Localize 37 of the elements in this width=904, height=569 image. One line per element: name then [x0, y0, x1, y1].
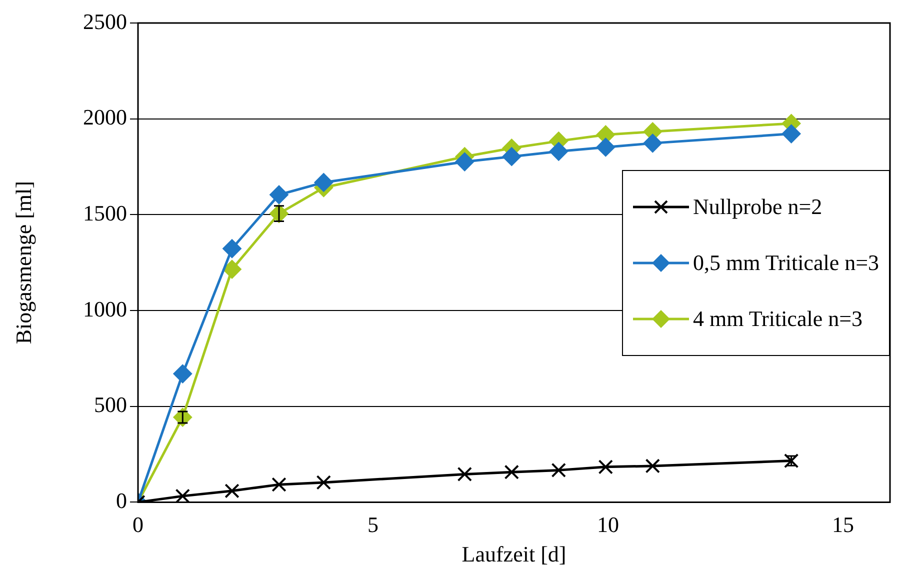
point	[272, 477, 286, 492]
point	[782, 124, 801, 144]
point	[175, 488, 190, 502]
point	[173, 408, 192, 427]
legend-label: 0,5 mm Triticale n=3	[693, 250, 879, 276]
x-axis-title: Laufzeit [d]	[462, 542, 566, 567]
y-tick-label: 500	[94, 392, 127, 418]
point	[643, 134, 662, 153]
point	[551, 462, 566, 478]
point	[504, 464, 520, 480]
y-tick-label: 2000	[83, 104, 127, 130]
point	[596, 138, 616, 157]
y-tick-label: 1500	[83, 200, 127, 226]
point	[549, 142, 568, 161]
legend-label: 4 mm Triticale n=3	[693, 306, 862, 332]
point	[222, 260, 242, 279]
y-axis-title: Biogasmenge [ml]	[10, 181, 36, 344]
legend-label: Nullprobe n=2	[693, 194, 822, 220]
point	[270, 204, 288, 224]
y-tick-label: 1000	[83, 296, 127, 322]
point	[645, 458, 660, 474]
point	[502, 147, 522, 166]
x-tick-label: 10	[597, 512, 619, 538]
point	[314, 172, 334, 192]
x-tick-label: 0	[132, 512, 144, 538]
point	[455, 152, 474, 172]
point	[270, 185, 288, 204]
point	[173, 364, 192, 384]
x-tick-label: 5	[368, 512, 378, 538]
point	[598, 460, 614, 474]
point	[222, 239, 242, 258]
point	[457, 466, 472, 482]
point	[224, 484, 240, 498]
x-tick-label: 15	[832, 512, 854, 538]
y-tick-label: 0	[116, 488, 127, 513]
point	[316, 475, 332, 490]
y-tick-label: 2500	[83, 8, 127, 34]
